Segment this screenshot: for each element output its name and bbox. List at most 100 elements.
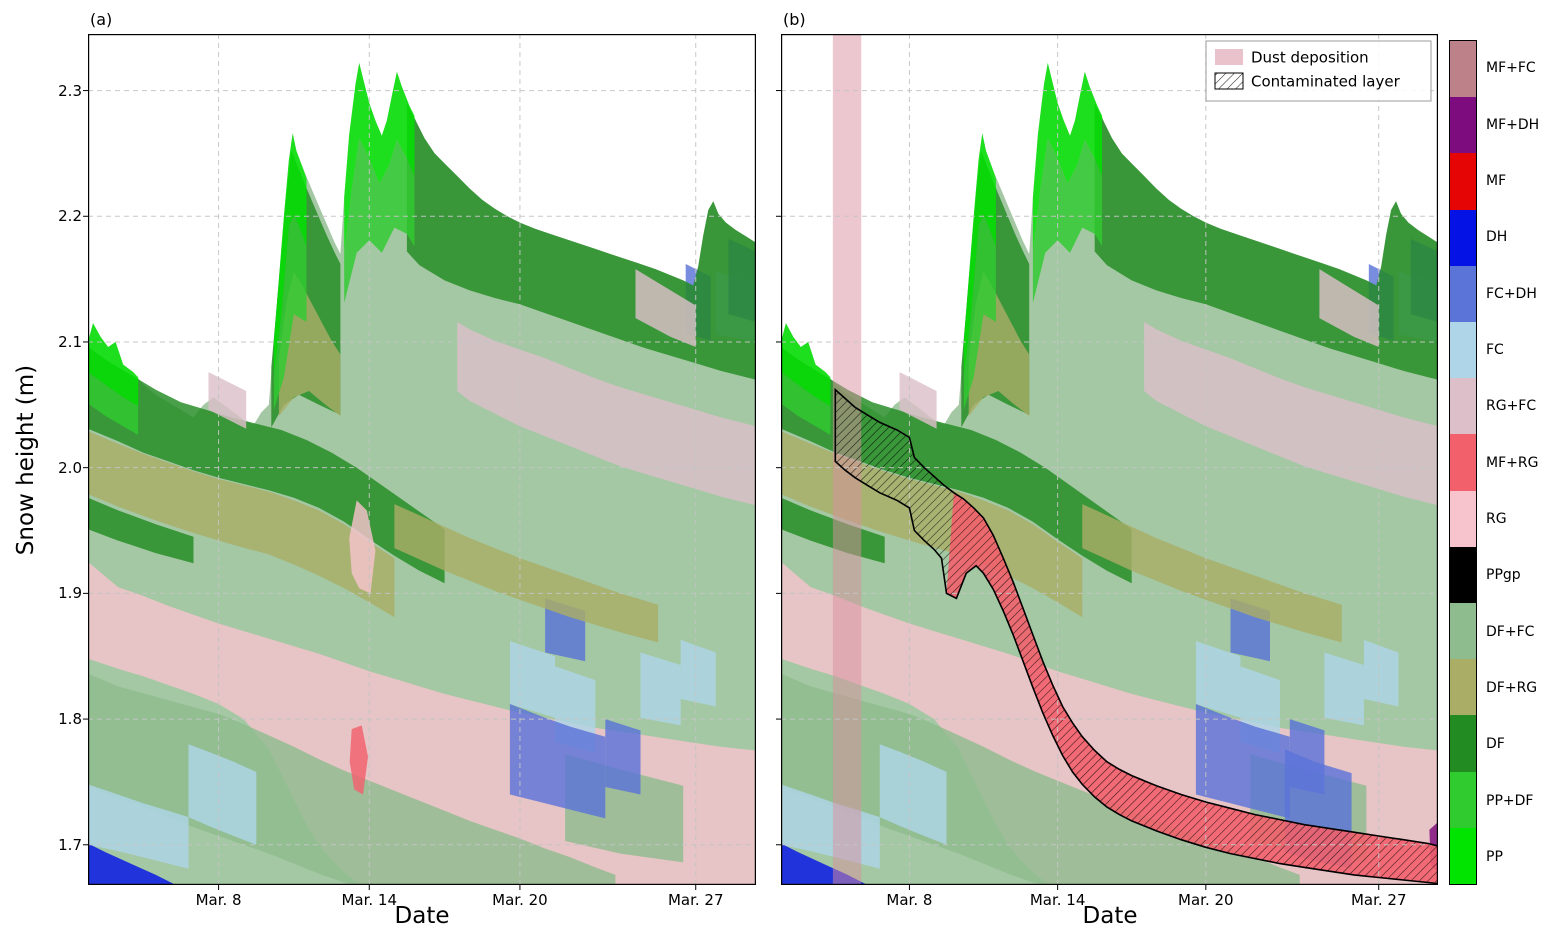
layer-FC [879,744,947,845]
layer-PP [1032,62,1103,253]
x-tick-label: Mar. 20 [1178,891,1234,909]
legend-contaminated-label: Contaminated layer [1251,73,1401,91]
legend-contaminated-swatch [1214,72,1244,90]
colorbar-swatch-DF+RG [1450,659,1476,716]
colorbar-swatch-DF [1450,715,1476,772]
panel-b-label: (b) [783,10,806,29]
layer-DF+RG [88,431,395,618]
layer-FC [1324,652,1364,726]
layer-PP+DF [781,372,831,435]
axes-border [88,34,756,885]
colorbar-label: PP+DF [1486,792,1534,809]
layer-FC+DH [1195,704,1290,819]
colorbar-label: DF+FC [1486,623,1535,640]
layer-DF+FC [88,673,616,885]
colorbar-swatch-PP+DF [1450,771,1476,828]
y-tick-label: 2.0 [58,458,82,477]
colorbar-label: MF+RG [1486,454,1539,471]
colorbar-label: MF [1486,172,1507,189]
y-tick-label: 1.8 [58,710,82,729]
layer-FC [88,784,189,869]
x-tick-label: Mar. 8 [886,891,933,909]
colorbar-swatch-PPgp [1450,546,1476,604]
layer-PP+DF [344,138,415,303]
colorbar-swatch-FC+DH [1450,265,1476,323]
colorbar-swatch-MF [1450,153,1476,210]
layer-FC [188,744,257,845]
layer-FC+DH [509,704,606,819]
layer-RG+FC [208,372,247,429]
y-tick-label: 2.3 [58,81,82,100]
layer-PP [963,133,996,378]
legend-dust-swatch [1215,49,1243,65]
legend: Dust deposition Contaminated layer [1205,40,1432,102]
layer-RG+FC [1319,269,1379,347]
layer-FC [509,641,556,718]
colorbar-swatch-DF+FC [1450,603,1476,660]
layer-PP [781,323,831,407]
colorbar-label: MF+FC [1486,60,1536,77]
colorbar-swatch-RG+FC [1450,378,1476,435]
x-tick-label: Mar. 8 [195,891,242,909]
colorbar-label: RG+FC [1486,398,1537,415]
colorbar-swatch-FC [1450,322,1476,379]
colorbar-swatch-DH [1450,209,1476,266]
y-tick-label: 1.9 [58,584,82,603]
legend-box [1205,40,1432,102]
layer-FC+DH [605,719,641,795]
layer-PP+DF [273,213,307,410]
layer-PP [344,62,415,253]
layer-RG+FC [457,321,756,506]
x-tick-label: Mar. 14 [341,891,398,909]
colorbar-label: DF+RG [1486,679,1538,696]
colorbar-swatch-MF+FC [1450,41,1476,98]
colorbar-label: DH [1486,229,1508,246]
layer-PP+DF [88,372,139,435]
grain-type-colorbar [1449,40,1477,885]
layer-DF [88,497,194,564]
panel-a-x-axis-title: Date [394,903,450,929]
colorbar-label: PPgp [1486,567,1521,584]
layer-RG+FC [899,372,937,429]
layer-DH [88,843,174,885]
x-tick-label: Mar. 14 [1029,891,1086,909]
layer-PP [88,323,139,407]
x-tick-label: Mar. 27 [667,891,724,909]
colorbar-swatch-RG [1450,490,1476,547]
layer-RG+FC [635,269,696,347]
colorbar-label: MF+DH [1486,116,1540,133]
y-tick-label: 2.1 [58,332,82,351]
x-tick-label: Mar. 20 [492,891,548,909]
contaminated-hatch [835,389,1438,884]
layer-MF+RG [349,725,368,795]
layer-PP [273,133,307,378]
layer-DF [781,347,1132,584]
colorbar-swatch-PP [1450,827,1476,885]
contaminated-layer-outline [834,387,1438,885]
colorbar-label: RG [1486,510,1507,527]
colorbar-label: DF [1486,736,1505,753]
layer-FC [640,652,681,726]
layer-FC [1363,639,1399,707]
layer-DF+RG [394,504,659,643]
layer-RG+FC [1144,321,1438,506]
panel-a-plot [83,34,756,890]
layer-PP+DF [1032,138,1103,303]
x-tick-label: Mar. 27 [1350,891,1407,909]
panel-a-label: (a) [90,10,113,29]
axes-border [781,34,1438,885]
y-tick-label: 2.2 [58,207,82,226]
colorbar-label: FC [1486,341,1504,358]
layer-DF+RG [1082,504,1342,643]
layer-FC [1195,641,1241,718]
panel-b-plot: Dust deposition Contaminated layer [776,34,1438,890]
layer-FC [680,639,716,707]
colorbar-swatch-MF+DH [1450,97,1476,154]
colorbar-swatch-MF+RG [1450,434,1476,491]
y-tick-label: 1.7 [58,835,82,854]
colorbar-label: FC+DH [1486,285,1537,302]
layer-PP+DF [963,213,996,410]
legend-dust-label: Dust deposition [1251,49,1369,67]
panel-b-x-axis-title: Date [1082,903,1138,929]
